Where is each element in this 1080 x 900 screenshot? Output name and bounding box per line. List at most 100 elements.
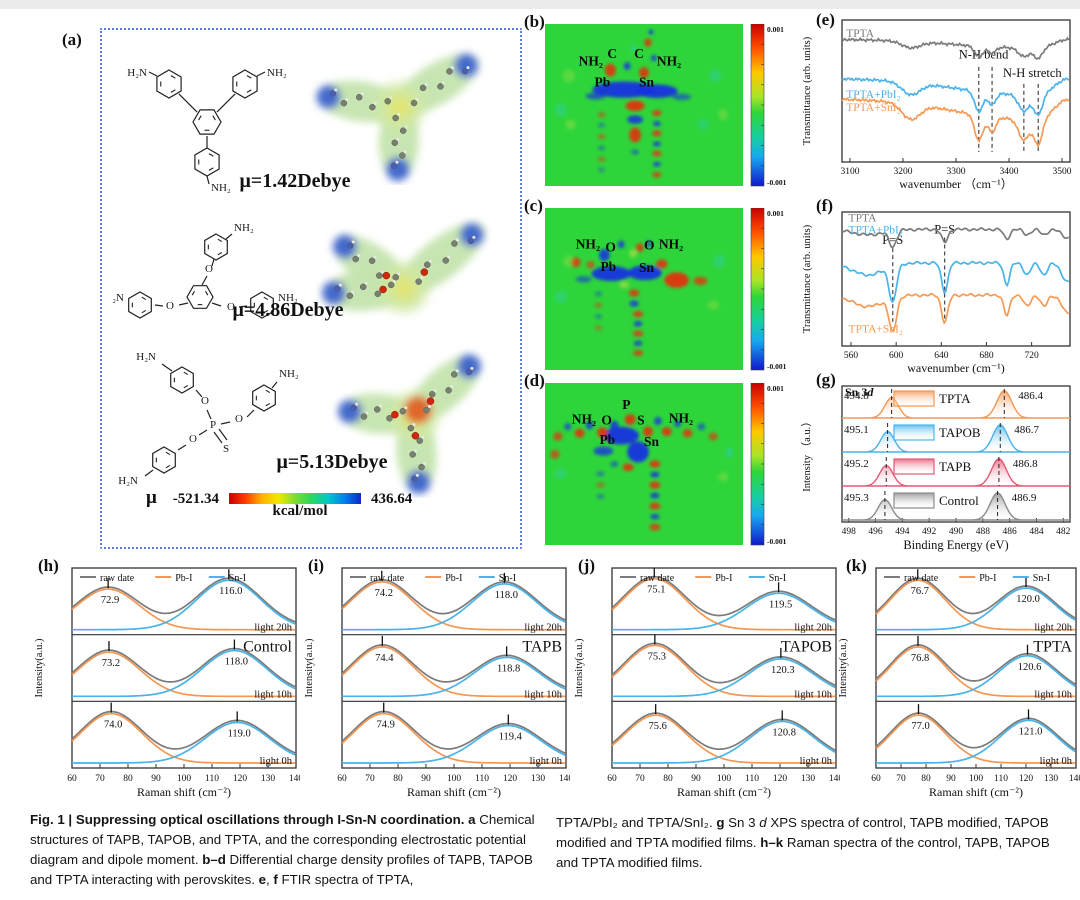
legend-label: Control bbox=[939, 493, 979, 508]
legend-label: Pb-I bbox=[715, 573, 732, 584]
atom-annotation: NH₂ bbox=[572, 412, 596, 427]
x-tick-label: 140 bbox=[289, 774, 300, 784]
x-tick-label: 120 bbox=[1019, 774, 1034, 784]
panel-title: TAPOB bbox=[781, 639, 832, 656]
double-bond bbox=[183, 371, 189, 376]
bond bbox=[211, 258, 215, 267]
x-tick-label: 140 bbox=[1069, 774, 1080, 784]
bond bbox=[271, 381, 278, 389]
sn-i-curve bbox=[612, 658, 836, 698]
series-label: TPTA+PbI₂ bbox=[849, 224, 903, 236]
caption-segment: a bbox=[468, 812, 476, 827]
bond bbox=[246, 409, 255, 418]
xps-spectrum-TAPB bbox=[842, 458, 1070, 487]
panel-g-label: (g) bbox=[816, 370, 836, 389]
xps-spectrum-TPTA bbox=[842, 390, 1070, 419]
pb-peak-value: 75.3 bbox=[648, 651, 666, 662]
atom-annotation: NH₂ bbox=[657, 53, 681, 68]
light-duration-label: light 0h bbox=[1040, 756, 1073, 767]
legend-label: Sn-I bbox=[499, 573, 516, 584]
benzene-ring bbox=[186, 285, 214, 309]
charge-map-background bbox=[545, 383, 743, 545]
x-tick-label: 130 bbox=[1044, 774, 1059, 784]
raw-curve bbox=[611, 642, 836, 687]
charge-map-blobs bbox=[554, 29, 729, 178]
spectrum-TPTA+PbI₂ bbox=[841, 77, 1070, 116]
x-tick-label: 100 bbox=[717, 774, 732, 784]
esp-atoms bbox=[334, 235, 476, 300]
light-duration-label: light 0h bbox=[530, 756, 563, 767]
pb-peak-value: 74.4 bbox=[375, 653, 394, 664]
y-axis-title: Transmittance (arb. units) bbox=[802, 224, 813, 333]
bond bbox=[198, 429, 208, 436]
atom-label: O bbox=[227, 301, 235, 313]
colorbar-min-label: -0.001 bbox=[767, 362, 787, 371]
right-peak-value: 486.7 bbox=[1014, 424, 1039, 436]
double-bond bbox=[218, 428, 228, 441]
xps-chart-g: 498 496 494 492 490 488 486 484 482 Binding Energ… bbox=[801, 385, 1071, 552]
x-tick-label: 494 bbox=[895, 527, 910, 537]
caption-segment: Fig. 1 | Suppressing optical oscillation… bbox=[30, 812, 469, 827]
legend-label: Sn-I bbox=[1033, 573, 1050, 584]
x-tick-label: 3300 bbox=[947, 167, 966, 177]
x-tick-label: 60 bbox=[337, 774, 347, 784]
sn-i-curve bbox=[72, 721, 296, 764]
sn-peak-value: 118.0 bbox=[495, 590, 518, 601]
benzene-ring bbox=[156, 69, 182, 99]
bond bbox=[206, 175, 210, 185]
sn-peak-value: 120.0 bbox=[1016, 594, 1040, 605]
caption-right-column: TPTA/PbI₂ and TPTA/SnI₂. g Sn 3 d XPS sp… bbox=[556, 813, 1061, 873]
benzene-ring bbox=[204, 233, 228, 261]
xps-spectrum-Control bbox=[842, 492, 1070, 521]
x-tick-label: 560 bbox=[844, 351, 859, 361]
legend-label: TPTA bbox=[939, 391, 971, 406]
sn-peak-value: 119.4 bbox=[499, 732, 523, 743]
y-axis-title: Intensity(a.u.) bbox=[838, 638, 849, 697]
x-tick-label: 484 bbox=[1029, 527, 1044, 537]
pb-i-curve bbox=[875, 579, 1076, 631]
atom-label: H₂N bbox=[112, 292, 124, 304]
double-bond bbox=[208, 167, 214, 171]
esp-blob bbox=[322, 222, 486, 318]
panel-c-label: (c) bbox=[524, 196, 543, 215]
caption-segment: Differential charge density profiles of … bbox=[30, 851, 533, 887]
legend-label: raw date bbox=[640, 573, 675, 584]
sn-peak-value: 120.3 bbox=[771, 665, 795, 676]
atom-annotation: O bbox=[601, 412, 612, 427]
x-tick-label: 498 bbox=[842, 527, 857, 537]
legend-label: Pb-I bbox=[175, 573, 192, 584]
bond bbox=[144, 469, 154, 477]
esp-surface-tapob bbox=[322, 222, 486, 318]
x-tick-label: 130 bbox=[801, 774, 816, 784]
x-tick-label: 70 bbox=[365, 774, 375, 784]
legend-label: raw date bbox=[100, 573, 135, 584]
sn-i-curve bbox=[612, 720, 836, 764]
pb-peak-value: 76.8 bbox=[911, 653, 929, 664]
double-bond bbox=[263, 309, 269, 314]
x-tick-label: 482 bbox=[1056, 527, 1071, 537]
bond bbox=[178, 302, 189, 306]
caption-segment: XPS spectra of control, TAPB modified, T… bbox=[556, 815, 1049, 850]
atom-label: NH₂ bbox=[279, 368, 299, 380]
sn-peak-value: 116.0 bbox=[219, 586, 242, 597]
double-bond bbox=[263, 296, 269, 301]
atom-annotation: S bbox=[637, 412, 645, 427]
page-top-band bbox=[0, 0, 1080, 9]
charge-map-background bbox=[545, 208, 743, 370]
light-duration-label: light 10h bbox=[1034, 689, 1072, 700]
esp-surface-tapb bbox=[316, 53, 479, 181]
raman-chart-i: 60 70 80 90 100 110 120 130 140 Raman shift (cm⁻²… bbox=[304, 567, 570, 799]
caption-left-column: Fig. 1 | Suppressing optical oscillation… bbox=[30, 810, 537, 890]
x-tick-label: 120 bbox=[773, 774, 788, 784]
atom-label: NH₂ bbox=[267, 67, 287, 79]
caption-segment: Raman spectra of the control, TAPB, TAPO… bbox=[556, 834, 1050, 870]
light-duration-label: light 20h bbox=[254, 623, 292, 634]
atom-label: NH₂ bbox=[211, 182, 231, 194]
atom-label: H₂N bbox=[127, 67, 147, 79]
double-bond bbox=[141, 296, 147, 301]
sn-peak-value: 118.0 bbox=[225, 657, 248, 668]
caption-segment: f bbox=[273, 871, 278, 887]
atom-annotation: C bbox=[607, 46, 617, 61]
